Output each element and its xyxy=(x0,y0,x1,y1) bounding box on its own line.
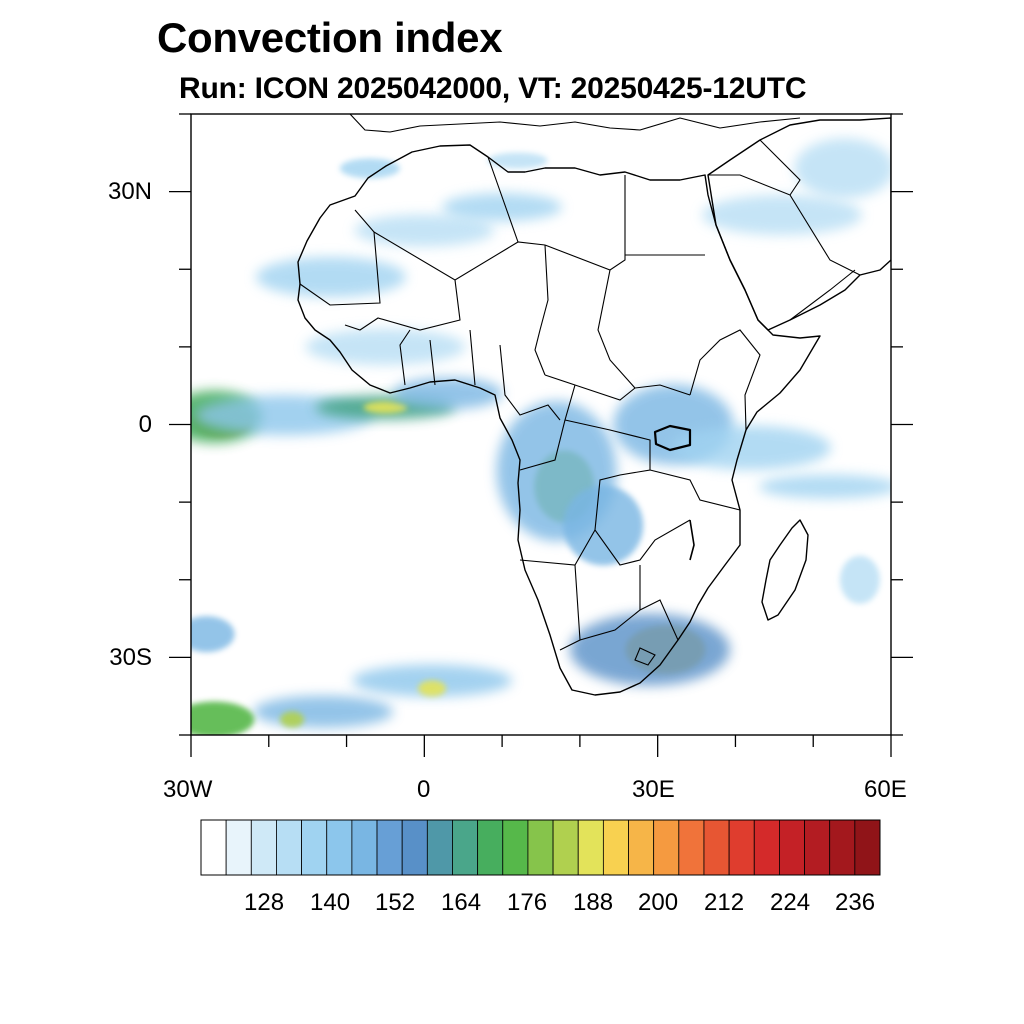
colorbar-swatch xyxy=(376,819,403,876)
convection-cell-sahara-band-1 xyxy=(354,214,495,247)
convection-cell-morocco-cell xyxy=(339,158,400,179)
convection-cell-south-atlantic-band-2 xyxy=(253,695,394,728)
colorbar-swatch xyxy=(276,819,302,876)
colorbar-label-176: 176 xyxy=(507,889,548,916)
colorbar-swatch xyxy=(829,819,856,876)
convection-cell-arabia-north xyxy=(702,194,863,235)
colorbar-swatch xyxy=(552,819,579,876)
lon-label-30e: 30E xyxy=(632,776,675,803)
colorbar-swatch xyxy=(351,819,378,876)
colorbar-swatch xyxy=(728,819,755,876)
lon-label-60e: 60E xyxy=(864,776,907,803)
convection-cell-kenya-coast xyxy=(671,425,831,470)
lake-malawi xyxy=(689,519,695,561)
lon-label-0: 0 xyxy=(417,776,431,803)
colorbar-swatch xyxy=(779,819,805,876)
lat-label-30n: 30N xyxy=(107,178,152,205)
colorbar-swatch xyxy=(703,819,730,876)
convection-cell-south-atlantic-core-2 xyxy=(280,711,305,728)
colorbar-label-140: 140 xyxy=(310,889,351,916)
axis-ticks xyxy=(169,113,913,757)
convection-cell-indian-ocean-band xyxy=(758,474,891,499)
madagascar-coastline xyxy=(761,519,809,621)
colorbar-label-164: 164 xyxy=(441,889,482,916)
colorbar-swatch xyxy=(452,819,479,876)
convection-cell-arabia-east xyxy=(794,138,891,199)
lat-label-0: 0 xyxy=(138,411,152,438)
country-borders xyxy=(299,139,861,666)
colorbar-swatch xyxy=(602,819,629,876)
colorbar-frame xyxy=(200,819,881,876)
colorbar-label-212: 212 xyxy=(704,889,745,916)
colorbar-swatch xyxy=(804,819,831,876)
lat-label-30s: 30S xyxy=(109,644,152,671)
colorbar-swatch xyxy=(477,819,504,876)
colorbar-swatch xyxy=(250,819,277,876)
convection-field xyxy=(191,138,891,735)
lake-victoria xyxy=(653,424,692,452)
colorbar-swatch xyxy=(326,819,353,876)
convection-cell-zambia-cell xyxy=(563,485,644,566)
colorbar-swatch xyxy=(527,819,554,876)
colorbar xyxy=(200,819,881,876)
colorbar-swatch xyxy=(577,819,604,876)
convection-cell-west-africa-coast xyxy=(392,377,503,410)
colorbar-label-152: 152 xyxy=(375,889,416,916)
colorbar-label-224: 224 xyxy=(770,889,811,916)
page-subtitle: Run: ICON 2025042000, VT: 20250425-12UTC xyxy=(179,72,807,105)
page-title: Convection index xyxy=(157,14,503,61)
convection-cell-south-atlantic-west xyxy=(191,701,255,735)
colorbar-swatch xyxy=(653,819,680,876)
lon-label-30w: 30W xyxy=(163,776,213,803)
convection-cell-west-africa-inland xyxy=(305,328,466,365)
convection-cell-sahel-west xyxy=(256,257,406,298)
colorbar-swatch xyxy=(225,819,252,876)
med-coast xyxy=(349,114,801,133)
colorbar-swatch xyxy=(678,819,705,876)
convection-cell-south-atlantic-core-1 xyxy=(418,680,447,697)
colorbar-swatch xyxy=(200,819,227,876)
colorbar-swatch xyxy=(502,819,529,876)
convection-cell-south-atlantic-sw xyxy=(191,616,235,653)
colorbar-swatch xyxy=(753,819,780,876)
colorbar-swatch xyxy=(854,819,881,876)
convection-cell-gulf-guinea-core xyxy=(363,401,408,414)
colorbar-swatch xyxy=(426,819,453,876)
colorbar-swatch xyxy=(401,819,428,876)
colorbar-label-236: 236 xyxy=(835,889,876,916)
colorbar-label-188: 188 xyxy=(573,889,614,916)
colorbar-label-200: 200 xyxy=(638,889,679,916)
colorbar-swatch xyxy=(301,819,328,876)
convection-cell-sahara-band-2 xyxy=(442,193,563,222)
convection-cell-madagascar-east xyxy=(839,555,880,604)
convection-cell-libya-cell xyxy=(487,152,548,169)
colorbar-swatch xyxy=(628,819,655,876)
colorbar-label-128: 128 xyxy=(244,889,285,916)
